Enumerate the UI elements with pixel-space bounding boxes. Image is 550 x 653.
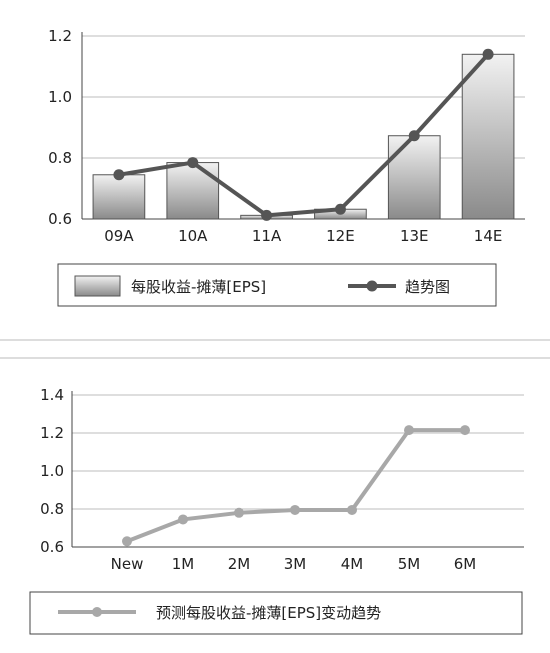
bar [461, 53, 515, 220]
legend-box-1 [57, 263, 497, 307]
x-tick-label-1: 14E [474, 227, 503, 245]
y-tick-label-1: 1.2 [48, 27, 72, 45]
x-tick-label-1: 12E [326, 227, 355, 245]
trend-point [113, 169, 125, 181]
legend-label-forecast: 预测每股收益-摊薄[EPS]变动趋势 [156, 604, 381, 622]
trend-point [187, 157, 199, 169]
x-tick-label-1: 09A [104, 227, 134, 245]
forecast-point [178, 514, 188, 525]
y-tick-label-2: 0.6 [40, 538, 64, 556]
x-tick-label-2: 3M [284, 555, 307, 573]
x-tick-label-2: 5M [398, 555, 421, 573]
trend-line [118, 52, 490, 218]
x-tick-label-1: 13E [400, 227, 429, 245]
legend-swatch-forecast-point [92, 607, 102, 617]
bar [387, 135, 441, 220]
trend-point [261, 209, 273, 221]
y-tick-label-1: 0.6 [48, 210, 72, 228]
x-tick-label-1: 11A [252, 227, 282, 245]
forecast-point [290, 504, 300, 515]
forecast-point [122, 536, 132, 547]
legend-label-line: 趋势图 [405, 278, 450, 296]
y-tick-label-1: 1.0 [48, 88, 72, 106]
y-tick-label-2: 1.0 [40, 462, 64, 480]
forecast-line [126, 428, 465, 544]
forecast-point [460, 425, 470, 436]
bar [166, 162, 220, 220]
x-tick-label-2: 1M [172, 555, 195, 573]
y-tick-label-1: 0.8 [48, 149, 72, 167]
legend-swatch-bar [74, 275, 121, 297]
y-tick-label-2: 1.2 [40, 424, 64, 442]
forecast-point [347, 504, 357, 515]
x-tick-label-2: 4M [341, 555, 364, 573]
x-tick-label-1: 10A [178, 227, 208, 245]
legend-swatch-point [366, 280, 378, 292]
trend-point [408, 130, 420, 142]
trend-point [334, 203, 346, 215]
forecast-point [404, 425, 414, 436]
y-tick-label-2: 1.4 [40, 386, 64, 404]
trend-point [482, 48, 494, 60]
x-tick-label-2: 2M [228, 555, 251, 573]
bar [92, 174, 146, 220]
x-tick-label-2: 6M [454, 555, 477, 573]
y-tick-label-2: 0.8 [40, 500, 64, 518]
x-tick-label-2: New [111, 555, 144, 573]
legend-label-bar: 每股收益-摊薄[EPS] [131, 278, 266, 296]
forecast-point [234, 507, 244, 518]
